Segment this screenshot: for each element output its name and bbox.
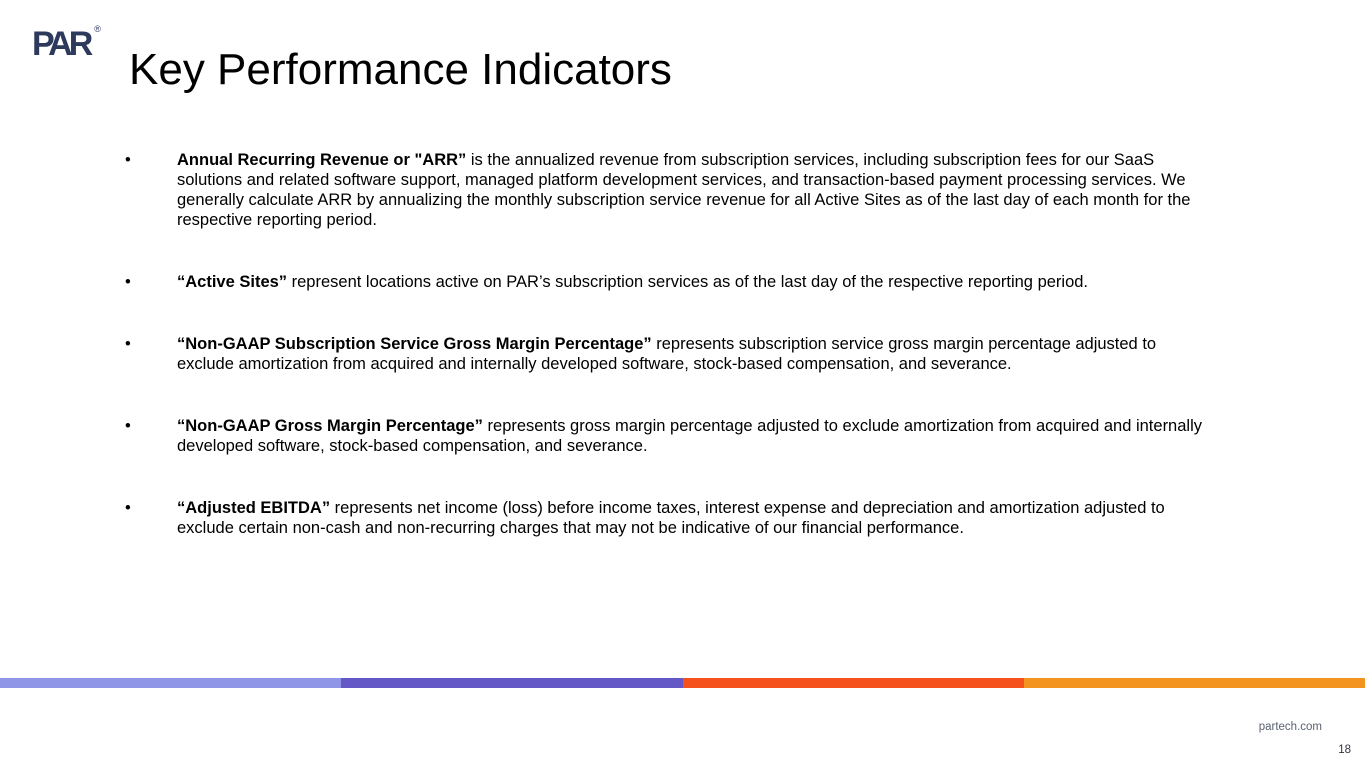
bullet-text: “Non-GAAP Subscription Service Gross Mar… xyxy=(177,334,1207,374)
list-item: • “Active Sites” represent locations act… xyxy=(125,272,1210,292)
list-item: • “Non-GAAP Subscription Service Gross M… xyxy=(125,334,1210,374)
stripe-segment-orange-red xyxy=(682,678,1024,688)
bullet-text: “Non-GAAP Gross Margin Percentage” repre… xyxy=(177,416,1207,456)
stripe-segment-purple xyxy=(341,678,683,688)
bullet-icon: • xyxy=(125,151,131,169)
bullet-definition: represents gross margin percentage adjus… xyxy=(177,417,1202,455)
page-number: 18 xyxy=(1338,744,1351,756)
bullet-text: Annual Recurring Revenue or "ARR” is the… xyxy=(177,150,1207,230)
par-logo-text: PAR xyxy=(32,25,93,63)
list-item: • Annual Recurring Revenue or "ARR” is t… xyxy=(125,150,1210,230)
list-item: • “Non-GAAP Gross Margin Percentage” rep… xyxy=(125,416,1210,456)
bullet-definition: is the annualized revenue from subscript… xyxy=(177,151,1191,229)
bullet-icon: • xyxy=(125,273,131,291)
page-title: Key Performance Indicators xyxy=(129,45,672,94)
list-item: • “Adjusted EBITDA” represents net incom… xyxy=(125,498,1210,538)
bullet-term: “Active Sites” xyxy=(177,273,288,291)
footer-url: partech.com xyxy=(1258,721,1322,733)
bullet-icon: • xyxy=(125,335,131,353)
kpi-bullet-list: • Annual Recurring Revenue or "ARR” is t… xyxy=(125,150,1210,580)
par-logo: PAR ® xyxy=(32,25,101,63)
bullet-term: “Non-GAAP Gross Margin Percentage” xyxy=(177,417,483,435)
bullet-definition: represent locations active on PAR’s subs… xyxy=(287,273,1089,291)
stripe-segment-orange xyxy=(1023,678,1365,688)
bullet-definition: represents subscription service gross ma… xyxy=(177,335,1157,373)
bullet-text: “Active Sites” represent locations activ… xyxy=(177,272,1207,292)
bullet-text: “Adjusted EBITDA” represents net income … xyxy=(177,498,1207,538)
stripe-segment-periwinkle xyxy=(0,678,342,688)
registered-trademark-icon: ® xyxy=(94,24,101,34)
bullet-term: “Non-GAAP Subscription Service Gross Mar… xyxy=(177,335,652,353)
bullet-icon: • xyxy=(125,499,131,517)
bullet-icon: • xyxy=(125,417,131,435)
bullet-definition: represents net income (loss) before inco… xyxy=(177,499,1165,537)
accent-stripe xyxy=(0,678,1365,688)
bullet-term: “Adjusted EBITDA” xyxy=(177,499,331,517)
bullet-term: Annual Recurring Revenue or "ARR” xyxy=(177,151,467,169)
